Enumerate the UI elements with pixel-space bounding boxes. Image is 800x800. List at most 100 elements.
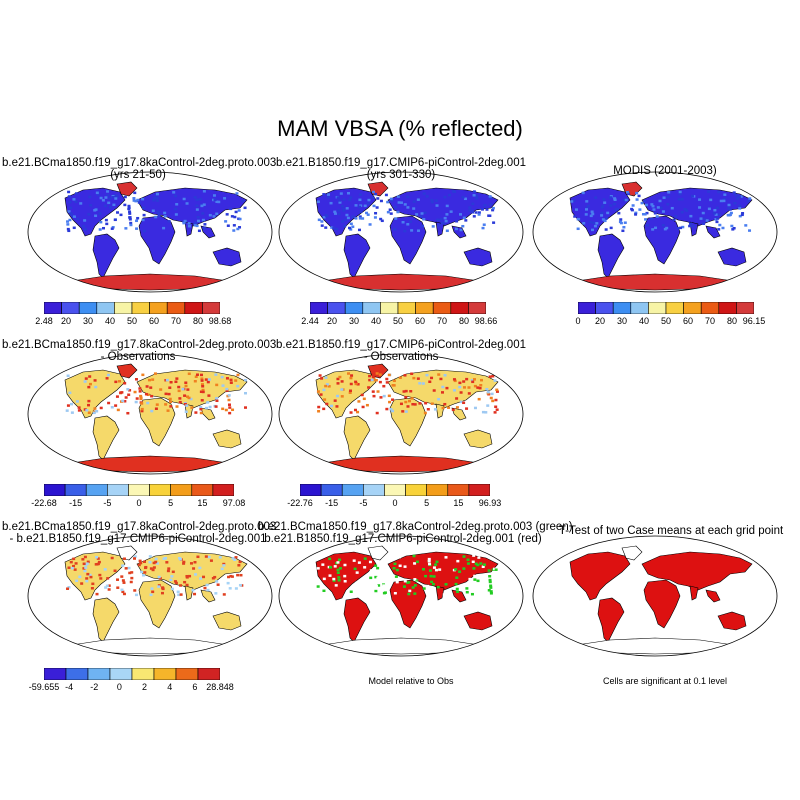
grid-cell — [168, 386, 172, 389]
grid-cell — [222, 564, 226, 567]
grid-cell — [432, 389, 436, 392]
grid-cell — [83, 555, 87, 559]
grid-cell — [422, 218, 426, 221]
colorbar-swatch — [202, 302, 220, 314]
grid-cell — [740, 213, 744, 217]
grid-cell — [338, 201, 342, 204]
grid-cell — [134, 400, 138, 404]
continent-australia — [463, 611, 493, 631]
grid-cell — [68, 391, 72, 395]
grid-cell — [214, 405, 218, 408]
grid-cell — [715, 206, 719, 210]
grid-cell — [451, 190, 455, 193]
grid-cell — [316, 567, 320, 570]
grid-cell — [202, 203, 206, 206]
colorbar-tick-label: 0 — [392, 498, 398, 508]
grid-cell — [431, 582, 435, 586]
grid-cell — [322, 388, 326, 392]
grid-cell — [430, 402, 434, 405]
grid-cell — [493, 411, 497, 414]
grid-cell — [453, 389, 457, 392]
grid-cell — [469, 586, 473, 589]
grid-cell — [619, 221, 623, 225]
grid-cell — [472, 215, 476, 218]
grid-cell — [426, 408, 430, 411]
grid-cell — [435, 204, 439, 207]
grid-cell — [439, 217, 443, 221]
continent-africa — [389, 579, 427, 629]
grid-cell — [382, 584, 386, 587]
grid-cell — [117, 380, 121, 383]
grid-cell — [113, 218, 117, 222]
grid-cell — [200, 204, 204, 208]
grid-cell — [492, 221, 496, 224]
grid-cell — [89, 204, 93, 207]
grid-cell — [110, 227, 114, 230]
grid-cell — [73, 568, 77, 571]
grid-cell — [218, 556, 222, 559]
grid-cell — [345, 207, 349, 210]
colorbar-tick-label: -22.76 — [287, 498, 313, 508]
grid-cell — [413, 578, 417, 581]
continent-antarctica — [569, 273, 741, 291]
grid-cell — [106, 190, 110, 193]
panel-6-title: b.e21.BCma1850.f19_g17.8kaControl-2deg.p… — [2, 521, 277, 545]
grid-cell — [482, 563, 486, 566]
grid-cell — [413, 562, 417, 565]
grid-cell — [403, 203, 407, 206]
grid-cell — [487, 589, 491, 592]
grid-cell — [406, 405, 410, 408]
grid-cell — [430, 200, 434, 204]
grid-cell — [689, 214, 693, 218]
grid-cell — [424, 401, 428, 405]
grid-cell — [443, 216, 447, 220]
grid-cell — [185, 576, 189, 579]
grid-cell — [206, 401, 210, 404]
main-title: MAM VBSA (% reflected) — [277, 116, 523, 141]
colorbar-3: 0 20 30 40 50 60 70 80 96.15 — [575, 302, 765, 328]
colorbar-5: -22.76 -15 -5 0 5 15 96.93 — [287, 484, 501, 510]
grid-cell — [120, 575, 124, 578]
grid-cell — [148, 555, 152, 558]
colorbar-tick-label: 50 — [126, 316, 138, 326]
grid-cell — [140, 570, 144, 574]
grid-cell — [229, 207, 233, 211]
grid-cell — [488, 575, 492, 578]
grid-cell — [363, 557, 367, 560]
grid-cell — [391, 409, 395, 413]
grid-cell — [221, 407, 225, 411]
grid-cell — [112, 203, 116, 207]
colorbar-swatch — [170, 484, 193, 496]
grid-cell — [141, 218, 145, 222]
grid-cell — [93, 407, 97, 410]
colorbar-tick-label: 50 — [660, 316, 672, 326]
grid-cell — [151, 378, 155, 381]
grid-cell — [165, 378, 169, 382]
grid-cell — [152, 198, 156, 202]
grid-cell — [234, 587, 238, 590]
grid-cell — [445, 386, 449, 390]
grid-cell — [415, 213, 419, 216]
grid-cell — [135, 219, 139, 223]
grid-cell — [376, 390, 380, 393]
grid-cell — [392, 379, 396, 383]
grid-cell — [200, 379, 204, 382]
grid-cell — [139, 394, 143, 398]
grid-cell — [336, 394, 340, 398]
grid-cell — [368, 223, 372, 226]
grid-cell — [105, 377, 109, 380]
grid-cell — [494, 405, 498, 409]
grid-cell — [372, 377, 376, 380]
grid-cell — [116, 586, 120, 589]
grid-cell — [227, 398, 231, 402]
grid-cell — [430, 376, 434, 380]
grid-cell — [643, 213, 647, 216]
grid-cell — [374, 575, 378, 579]
grid-cell — [208, 213, 212, 217]
grid-cell — [453, 379, 457, 383]
grid-cell — [368, 560, 372, 564]
grid-cell — [409, 389, 413, 393]
grid-cell — [734, 193, 738, 197]
grid-cell — [475, 197, 479, 200]
grid-cell — [396, 210, 400, 214]
